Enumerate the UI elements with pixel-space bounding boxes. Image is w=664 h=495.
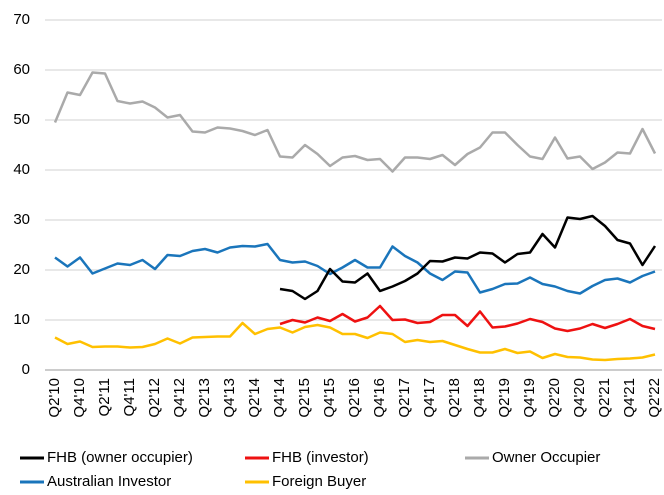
series-line [54,321,656,362]
x-tick-label: Q2'21 [596,378,613,418]
x-tick-label: Q2'22 [646,378,663,418]
x-tick-label: Q4'10 [71,378,88,418]
y-tick-label: 20 [13,261,30,278]
y-tick-label: 60 [13,61,30,78]
x-tick-label: Q2'14 [246,378,263,418]
x-tick-label: Q4'14 [271,378,288,418]
legend-label: FHB (owner occupier) [47,449,193,466]
x-tick-label: Q2'19 [496,378,513,418]
y-tick-label: 30 [13,211,30,228]
series-line [279,304,656,333]
series-line [53,71,657,173]
legend-label: Australian Investor [47,473,171,490]
y-tick-label: 40 [13,161,30,178]
x-tick-label: Q2'10 [46,378,63,418]
x-tick-label: Q4'11 [121,378,138,416]
x-tick-label: Q4'21 [621,378,638,418]
legend-label: Owner Occupier [492,449,600,466]
x-tick-label: Q4'18 [471,378,488,418]
series-line [279,214,657,301]
x-tick-label: Q4'16 [371,378,388,418]
x-tick-label: Q2'13 [196,378,213,418]
legend-label: Foreign Buyer [272,473,366,490]
x-tick-label: Q2'11 [96,378,113,416]
x-tick-label: Q4'19 [521,378,538,418]
x-tick-label: Q4'20 [571,378,588,418]
x-tick-label: Q2'12 [146,378,163,418]
x-tick-label: Q2'17 [396,378,413,418]
x-tick-label: Q4'17 [421,378,438,418]
y-tick-label: 10 [13,311,30,328]
x-tick-label: Q4'13 [221,378,238,418]
x-tick-label: Q2'16 [346,378,363,418]
x-tick-label: Q2'18 [446,378,463,418]
y-tick-label: 70 [13,11,30,28]
series-line [54,242,656,295]
x-tick-label: Q4'15 [321,378,338,418]
legend-label: FHB (investor) [272,449,369,466]
x-tick-label: Q4'12 [171,378,188,418]
y-tick-label: 0 [22,361,30,378]
x-tick-label: Q2'15 [296,378,313,418]
y-tick-label: 50 [13,111,30,128]
x-tick-label: Q2'20 [546,378,563,418]
